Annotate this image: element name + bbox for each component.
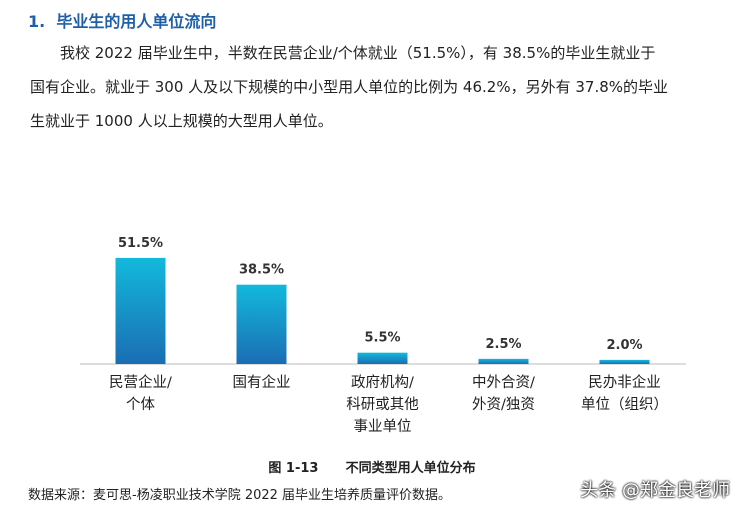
watermark: 头条 @郑金良老师	[580, 480, 730, 501]
category-label: 民营企业/ 个体	[109, 375, 172, 413]
category-label: 政府机构/ 科研或其他 事业单位	[346, 375, 419, 435]
caption: 图 1-13 不同类型用人单位分布	[268, 461, 476, 476]
value-label: 38.5%	[239, 263, 284, 278]
value-label: 2.5%	[485, 337, 521, 352]
value-label: 5.5%	[364, 331, 400, 346]
bar	[236, 284, 287, 364]
chart: 51.5% 38.5% 5.5% 2.5% 2.0%	[80, 236, 686, 365]
category-label: 国有企业	[232, 375, 291, 391]
value-label: 2.0%	[606, 338, 642, 353]
paragraph: 我校 2022 届毕业生中，半数在民营企业/个体就业（51.5%），有 38.5…	[30, 44, 669, 130]
category-label: 中外合资/ 外资/独资	[472, 375, 535, 413]
bar	[115, 257, 166, 364]
bar	[478, 358, 529, 364]
bar	[357, 352, 408, 364]
value-label: 51.5%	[118, 236, 163, 251]
bar	[599, 359, 650, 364]
source: 数据来源：麦可思-杨凌职业技术学院 2022 届毕业生培养质量评价数据。	[28, 488, 452, 503]
heading: 1. 毕业生的用人单位流向	[28, 12, 217, 31]
category-label: 民办非企业 单位（组织）	[581, 375, 668, 413]
